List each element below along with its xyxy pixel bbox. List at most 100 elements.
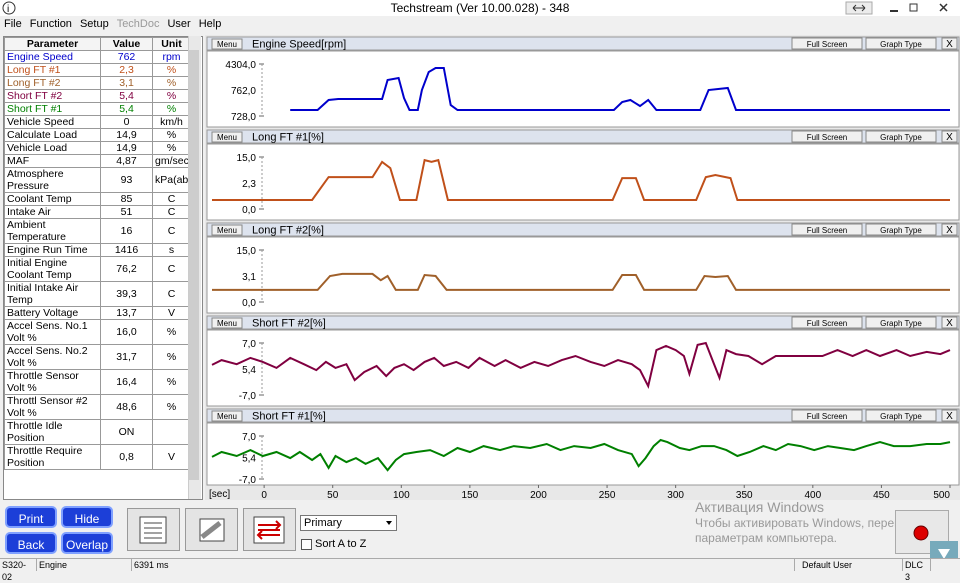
window-buttons[interactable] [840,0,960,16]
parameter-cell: Vehicle Load [4,141,101,155]
overlap-button[interactable]: Overlap [61,532,113,554]
full-screen-button[interactable] [791,409,863,422]
close-label: X [946,318,953,329]
close-label: X [946,225,953,236]
full-screen-button[interactable] [791,130,863,143]
graph-plot [206,329,960,407]
graph-type-button[interactable] [865,130,937,143]
value-cell: 16,0 [100,319,153,345]
full-screen-button[interactable] [791,316,863,329]
x-tick-label: 200 [530,490,547,500]
menu-button[interactable] [211,317,243,329]
graph-title: Long FT #2[%] [252,225,324,237]
close-button[interactable] [941,316,958,329]
data-row[interactable]: Engine Run Time 1416 s [4,243,191,257]
status-system: Engine [37,559,132,571]
current-value-label: 5,4 [242,365,256,376]
close-label: X [946,39,953,50]
print-button[interactable]: Print [5,506,57,528]
graph-plot [206,50,960,128]
graph-type-button[interactable] [865,316,937,329]
scroll-thumb[interactable] [189,50,199,480]
full-screen-label: Full Screen [807,319,847,328]
parameter-cell: Engine Speed [4,50,101,64]
data-row[interactable]: Accel Sens. No.2 Volt % 31,7% [4,344,191,370]
swap-icon-button[interactable] [243,508,296,551]
data-row[interactable]: Vehicle Speed 0 km/h [4,115,191,129]
window-title: Techstream (Ver 10.00.028) - 348 [390,1,570,15]
menu-item[interactable]: Help [198,18,222,30]
graph-type-label: Graph Type [880,226,922,235]
back-button[interactable]: Back [5,532,57,554]
column-header: Parameter [4,37,101,51]
close-button[interactable] [941,37,958,50]
current-value-label: 3,1 [242,272,256,283]
data-row[interactable]: Battery Voltage 13,7 V [4,306,191,320]
menu-button[interactable] [211,131,243,143]
y-tick-label: -7,0 [239,475,257,486]
data-row[interactable]: Throttle Sensor Volt % 16,4% [4,369,191,395]
parameter-cell: Ambient Temperature [4,218,101,244]
graph-type-button[interactable] [865,223,937,236]
unit-cell [152,419,191,445]
snapshot-icon-button[interactable] [185,508,238,551]
close-button[interactable] [941,409,958,422]
menu-button[interactable] [211,410,243,422]
close-button[interactable] [941,130,958,143]
menu-label: Menu [217,40,237,49]
full-screen-button[interactable] [791,37,863,50]
x-tick-label: 0 [261,490,267,500]
unit-cell: % [152,369,191,395]
x-tick-label: 400 [804,490,821,500]
data-row[interactable]: Throttle Idle Position ON [4,419,191,445]
graph-header [206,315,960,330]
graph-title: Short FT #1[%] [252,411,326,423]
data-row[interactable]: Initial Intake Air Temp 39,3 C [4,281,191,307]
graph-area: Menu Engine Speed[rpm] Full Screen Graph Ty… [205,35,960,500]
data-row[interactable]: Initial Engine Coolant Temp 76,2 C [4,256,191,282]
menu-label: Menu [217,319,237,328]
graph-type-button[interactable] [865,37,937,50]
data-row[interactable]: Short FT #2 5,4% [4,89,191,103]
graph-type-button[interactable] [865,409,937,422]
parameter-cell: Throttle Require Position [4,444,101,470]
value-cell: 1416 [100,243,153,257]
data-row[interactable]: Short FT #1 5,4% [4,102,191,116]
data-row[interactable]: MAF 4,87 gm/sec [4,154,191,168]
graph-header [206,129,960,144]
menu-item[interactable]: Setup [79,18,109,30]
x-tick-label: 500 [933,490,950,500]
data-row[interactable]: Accel Sens. No.1 Volt % 16,0% [4,319,191,345]
full-screen-button[interactable] [791,223,863,236]
y-tick-label: 4304,0 [225,60,256,71]
graph-title: Engine Speed[rpm] [252,39,346,51]
status-port: DLC 3 [903,559,931,582]
data-row[interactable]: Vehicle Load 14,9% [4,141,191,155]
list-icon-button[interactable] [127,508,180,551]
menu-button[interactable] [211,224,243,236]
value-cell: 31,7 [100,344,153,370]
graph-type-label: Graph Type [880,133,922,142]
menu-button[interactable] [211,38,243,50]
sort-checkbox[interactable] [301,539,312,550]
x-tick-label: 300 [667,490,684,500]
x-tick-label: 50 [327,490,339,500]
primary-select[interactable]: Primary [300,515,397,531]
menu-label: Menu [217,226,237,235]
close-label: X [946,132,953,143]
parameter-cell: Vehicle Speed [4,115,101,129]
menu-item[interactable]: TechDoc [116,18,160,30]
app-icon: i [2,1,16,15]
y-tick-label: 0,0 [242,298,256,309]
close-button[interactable] [941,223,958,236]
data-row[interactable]: Intake Air 51 C [4,205,191,219]
parameter-cell: Accel Sens. No.1 Volt % [4,319,101,345]
menu-item[interactable]: Function [29,18,72,30]
close-label: X [946,411,953,422]
hide-button[interactable]: Hide [61,506,113,528]
menu-item[interactable]: File [4,18,22,30]
value-cell: 4,87 [100,154,153,168]
y-tick-label: 7,0 [242,339,256,350]
data-row[interactable]: Throttle Require Position 0,8 V [4,444,191,470]
menu-item[interactable]: User [167,18,191,30]
